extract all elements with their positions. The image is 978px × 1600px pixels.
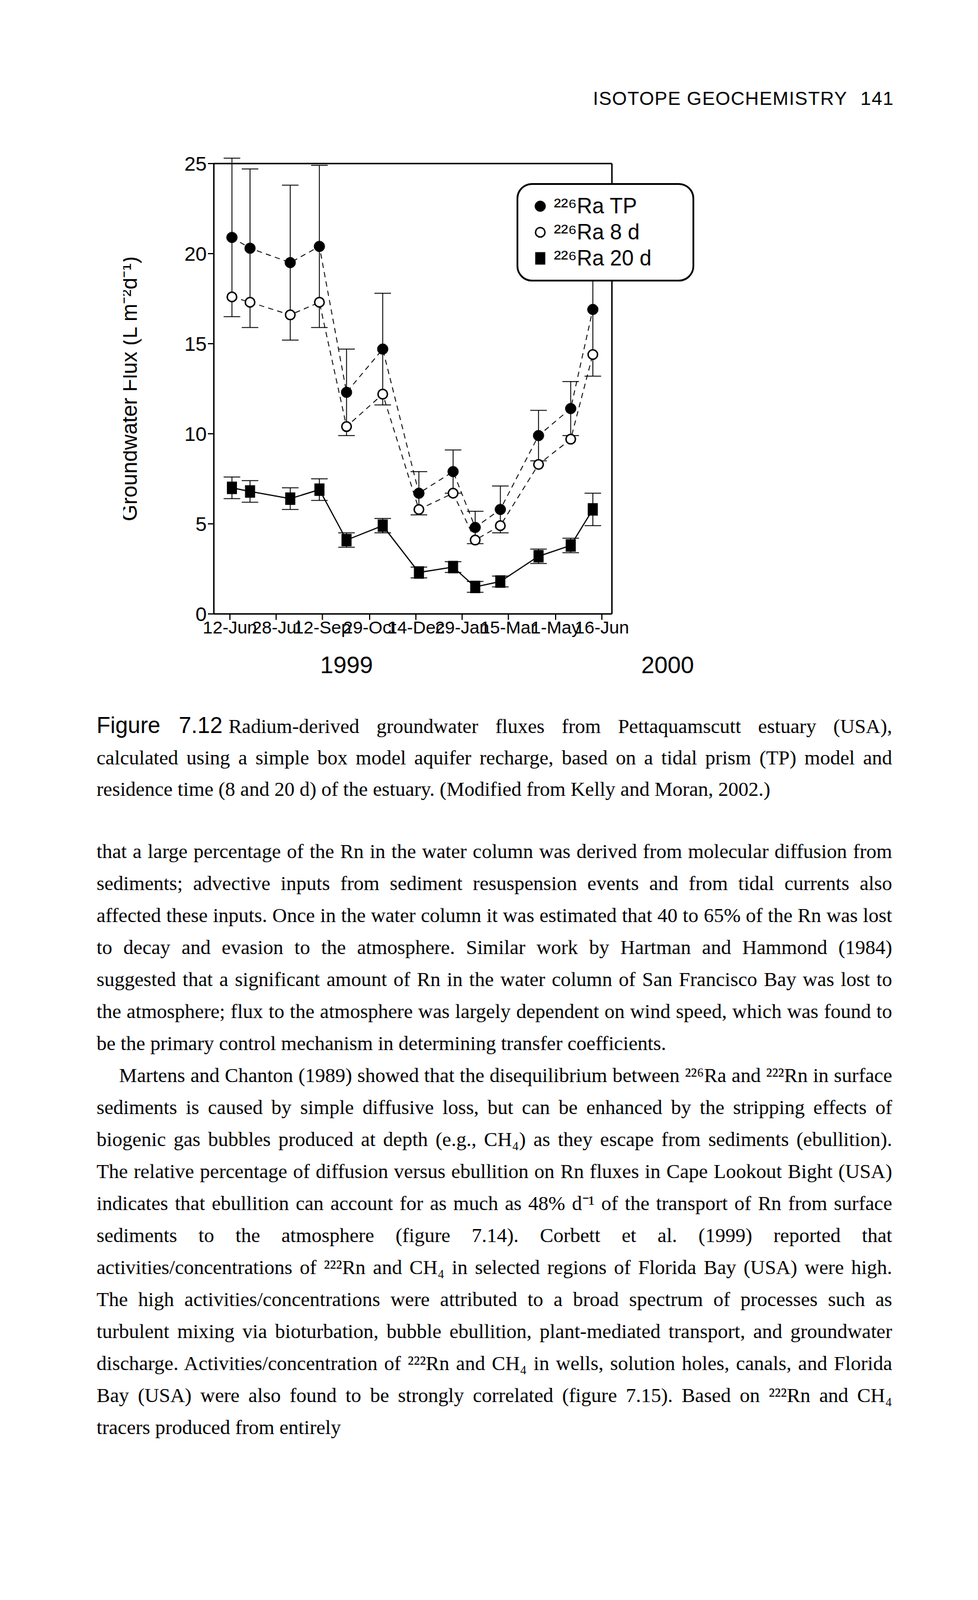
- svg-text:14-Dec: 14-Dec: [387, 617, 445, 637]
- html-text:Martens and Chanton (1989) sho: Martens and Chanton (1989) showed that t…: [96, 1063, 893, 1438]
- svg-text:15-Mar: 15-Mar: [480, 617, 537, 637]
- svg-text:25: 25: [184, 152, 207, 175]
- svg-text:12-Sep: 12-Sep: [293, 617, 352, 637]
- svg-text:12-Jun: 12-Jun: [202, 617, 258, 637]
- html-text:²²⁶Ra TP: ²²⁶Ra TP: [553, 193, 637, 218]
- svg-text:1-May: 1-May: [530, 617, 580, 637]
- svg-text:20: 20: [184, 242, 207, 265]
- html-text:²²⁶Ra 20 d: ²²⁶Ra 20 d: [553, 245, 652, 271]
- svg-text:Groundwater Flux (L m⁻²d⁻¹): Groundwater Flux (L m⁻²d⁻¹): [123, 256, 142, 522]
- svg-text:15: 15: [184, 332, 207, 355]
- svg-text:29-Oct: 29-Oct: [342, 617, 397, 637]
- html-text:that a large percentage of the: that a large percentage of the Rn in the…: [96, 839, 893, 1054]
- html-text:²²⁶Ra 8 d: ²²⁶Ra 8 d: [553, 219, 640, 245]
- svg-text:28-Jul: 28-Jul: [251, 617, 301, 637]
- svg-text:16-Jun: 16-Jun: [574, 617, 630, 637]
- html-text:1999: 1999: [320, 651, 373, 678]
- html-text:2000: 2000: [641, 651, 694, 678]
- html-text:Figure 7.12 Radium-derived gro: Figure 7.12 Radium-derived groundwater f…: [96, 712, 893, 800]
- svg-text:10: 10: [184, 422, 207, 445]
- html-text:141: 141: [860, 87, 894, 109]
- svg-text:0: 0: [195, 602, 207, 625]
- svg-text:5: 5: [195, 512, 207, 535]
- svg-text:29-Jan: 29-Jan: [434, 617, 490, 637]
- html-text:ISOTOPE GEOCHEMISTRY: ISOTOPE GEOCHEMISTRY: [592, 87, 848, 109]
